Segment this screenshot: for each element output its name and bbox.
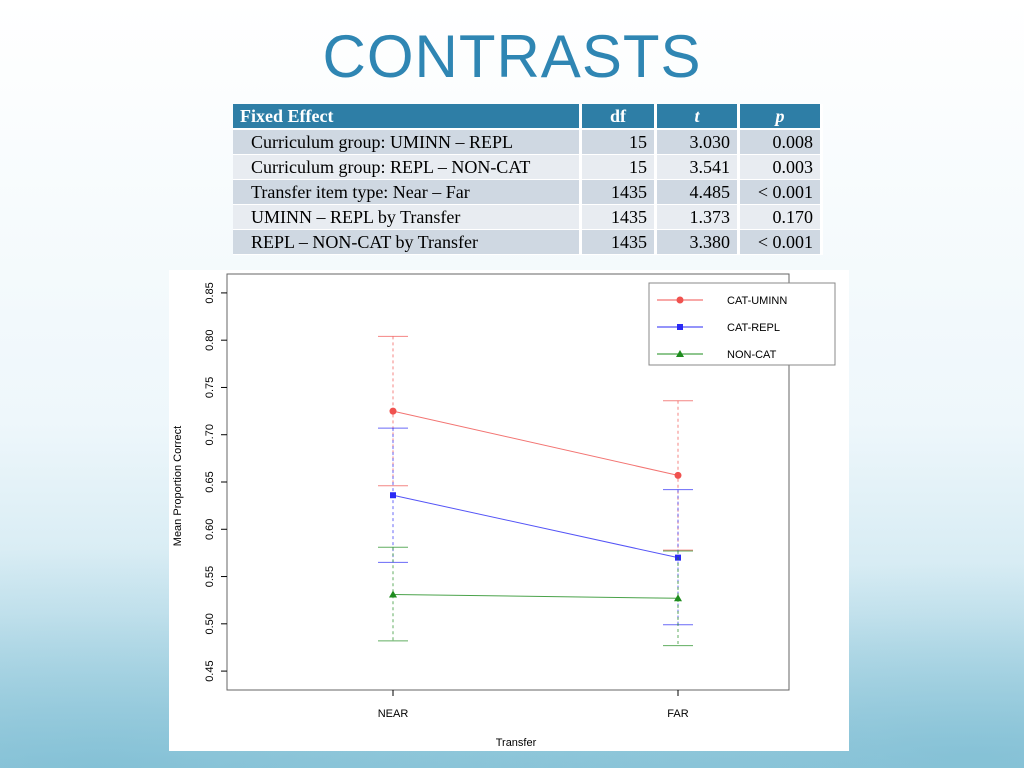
y-tick-label: 0.65 (204, 471, 216, 492)
contrasts-table: Fixed Effect df t p Curriculum group: UM… (233, 104, 823, 255)
table-row: REPL – NON-CAT by Transfer 1435 3.380 < … (233, 230, 823, 255)
t-cell: 3.030 (657, 130, 740, 155)
t-cell: 3.541 (657, 155, 740, 180)
y-tick-label: 0.45 (204, 660, 216, 681)
legend-marker-triangle (676, 350, 684, 357)
data-point-circle (389, 407, 397, 415)
effect-cell: Transfer item type: Near – Far (233, 180, 582, 205)
chart-panel: 0.45 0.50 0.55 0.60 0.65 0.70 0.75 0.80 0.85 NEAR… (169, 270, 849, 751)
df-cell: 15 (582, 130, 657, 155)
y-tick-label: 0.55 (204, 566, 216, 587)
effect-cell: Curriculum group: REPL – NON-CAT (233, 155, 582, 180)
legend-label: CAT-REPL (727, 322, 780, 334)
header-df: df (582, 104, 657, 130)
p-cell: 0.008 (740, 130, 823, 155)
table-row: Curriculum group: UMINN – REPL 15 3.030 … (233, 130, 823, 155)
t-cell: 3.380 (657, 230, 740, 255)
x-tick-label: FAR (667, 708, 688, 720)
df-cell: 1435 (582, 230, 657, 255)
t-cell: 1.373 (657, 205, 740, 230)
legend-marker-square (677, 324, 683, 330)
t-cell: 4.485 (657, 180, 740, 205)
effect-cell: REPL – NON-CAT by Transfer (233, 230, 582, 255)
table-row: Transfer item type: Near – Far 1435 4.48… (233, 180, 823, 205)
p-cell: < 0.001 (740, 230, 823, 255)
y-tick-label: 0.70 (204, 424, 216, 445)
df-cell: 1435 (582, 180, 657, 205)
header-p: p (740, 104, 823, 130)
df-cell: 15 (582, 155, 657, 180)
header-t: t (657, 104, 740, 130)
p-cell: 0.003 (740, 155, 823, 180)
x-axis-title: Transfer (496, 737, 537, 749)
legend-label: CAT-UMINN (727, 295, 787, 307)
data-point-triangle (389, 590, 397, 598)
series-line (392, 410, 679, 476)
y-tick-label: 0.60 (204, 519, 216, 540)
effect-cell: Curriculum group: UMINN – REPL (233, 130, 582, 155)
data-point-circle (674, 471, 682, 479)
data-point-triangle (674, 594, 682, 602)
df-cell: 1435 (582, 205, 657, 230)
table-row: UMINN – REPL by Transfer 1435 1.373 0.17… (233, 205, 823, 230)
y-tick-label: 0.85 (204, 282, 216, 303)
table-row: Curriculum group: REPL – NON-CAT 15 3.54… (233, 155, 823, 180)
table-header-row: Fixed Effect df t p (233, 104, 823, 130)
series-line (392, 594, 679, 599)
effect-cell: UMINN – REPL by Transfer (233, 205, 582, 230)
y-tick-label: 0.75 (204, 377, 216, 398)
legend-label: NON-CAT (727, 349, 777, 361)
interaction-plot: 0.45 0.50 0.55 0.60 0.65 0.70 0.75 0.80 0.85 NEAR… (172, 273, 836, 749)
legend-marker-circle (676, 296, 684, 304)
y-axis-title: Mean Proportion Correct (172, 426, 184, 546)
slide-title: CONTRASTS (322, 23, 702, 90)
x-tick-label: NEAR (378, 708, 409, 720)
p-cell: 0.170 (740, 205, 823, 230)
y-tick-label: 0.80 (204, 329, 216, 350)
data-point-square (390, 492, 396, 499)
y-tick-label: 0.50 (204, 613, 216, 634)
series-line (392, 494, 679, 559)
p-cell: < 0.001 (740, 180, 823, 205)
header-fixed-effect: Fixed Effect (233, 104, 582, 130)
